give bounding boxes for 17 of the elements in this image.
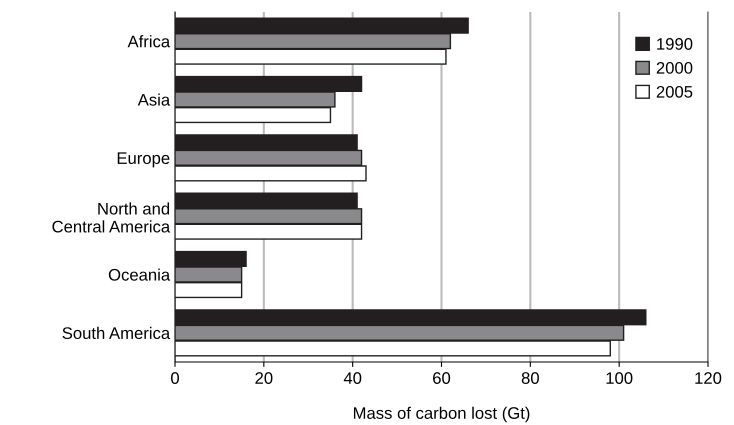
legend-label: 1990 bbox=[657, 38, 692, 50]
x-tick-label: 100 bbox=[606, 372, 632, 384]
y-tick-label: Africa bbox=[128, 35, 170, 48]
legend-label: 2000 bbox=[656, 62, 692, 74]
y-tick-label: Europe bbox=[118, 152, 170, 168]
x-tick-label: 0 bbox=[171, 372, 179, 384]
x-tick-label: 80 bbox=[522, 372, 539, 384]
y-tick-label: North and Central America bbox=[52, 202, 170, 233]
x-tick-label: 20 bbox=[255, 372, 272, 384]
x-tick-label: 120 bbox=[695, 372, 722, 384]
y-tick-label: Oceania bbox=[108, 268, 170, 281]
y-tick-label: Asia bbox=[138, 93, 170, 106]
y-tick-label: South America bbox=[62, 326, 170, 340]
x-tick-label: 40 bbox=[344, 372, 362, 384]
legend-label: 2005 bbox=[656, 86, 692, 98]
x-axis-title: Mass of carbon lost (Gt) bbox=[354, 406, 530, 422]
x-tick-label: 60 bbox=[433, 372, 450, 384]
